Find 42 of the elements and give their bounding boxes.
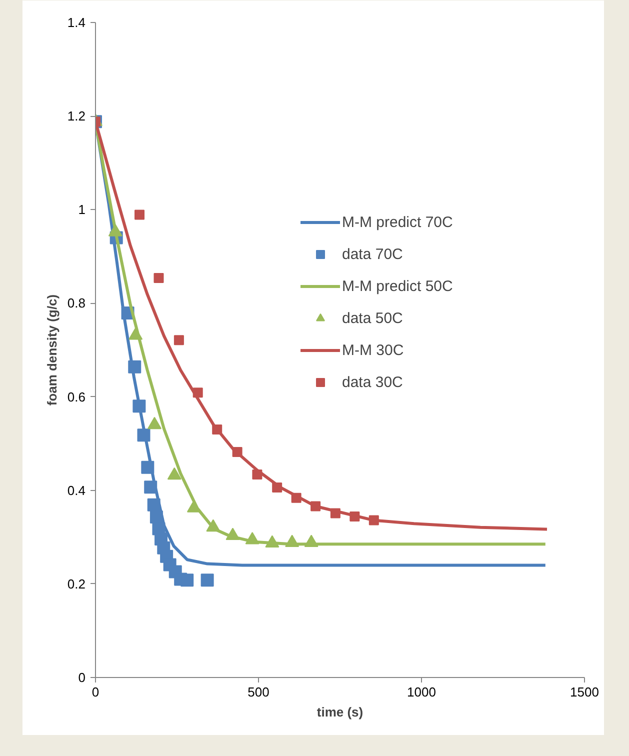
legend-label: M-M predict 70C <box>342 214 453 230</box>
point <box>272 482 282 493</box>
point <box>180 574 194 587</box>
point <box>310 501 321 512</box>
point <box>232 446 242 457</box>
y-tick-label: 1.4 <box>67 15 86 30</box>
point <box>150 510 163 524</box>
y-tick-label: 0.2 <box>67 576 86 592</box>
point <box>330 508 340 518</box>
point <box>350 512 360 522</box>
point <box>134 210 145 220</box>
point <box>192 388 203 398</box>
point <box>174 335 184 346</box>
point <box>368 515 379 526</box>
x-tick-label: 1500 <box>570 684 599 700</box>
y-tick-label: 0.6 <box>67 389 86 404</box>
x-tick-label: 1000 <box>407 684 436 700</box>
y-axis-title: foam density (g/c) <box>44 294 60 406</box>
x-tick-label: 0 <box>92 684 100 700</box>
point <box>291 492 302 503</box>
point <box>147 498 160 512</box>
legend-label: data 30C <box>342 374 403 390</box>
x-axis-title: time (s) <box>316 704 364 720</box>
x-tick-label: 500 <box>248 684 270 700</box>
point <box>200 574 214 587</box>
y-tick-label: 0 <box>78 670 86 685</box>
y-tick-label: 1.2 <box>67 108 86 124</box>
legend-label: data 70C <box>342 246 403 262</box>
legend-label: M-M 30C <box>342 342 404 358</box>
point <box>132 400 146 413</box>
point <box>154 272 164 283</box>
legend-label: data 50C <box>342 310 403 326</box>
y-tick-label: 1 <box>78 202 86 218</box>
point <box>141 460 154 474</box>
point <box>212 424 222 435</box>
point <box>128 360 142 374</box>
y-tick-label: 0.8 <box>67 296 86 311</box>
point <box>137 428 150 442</box>
legend-label: M-M predict 50C <box>342 278 453 294</box>
y-tick-label: 0.4 <box>67 482 86 498</box>
point <box>252 469 262 480</box>
point <box>144 480 158 494</box>
